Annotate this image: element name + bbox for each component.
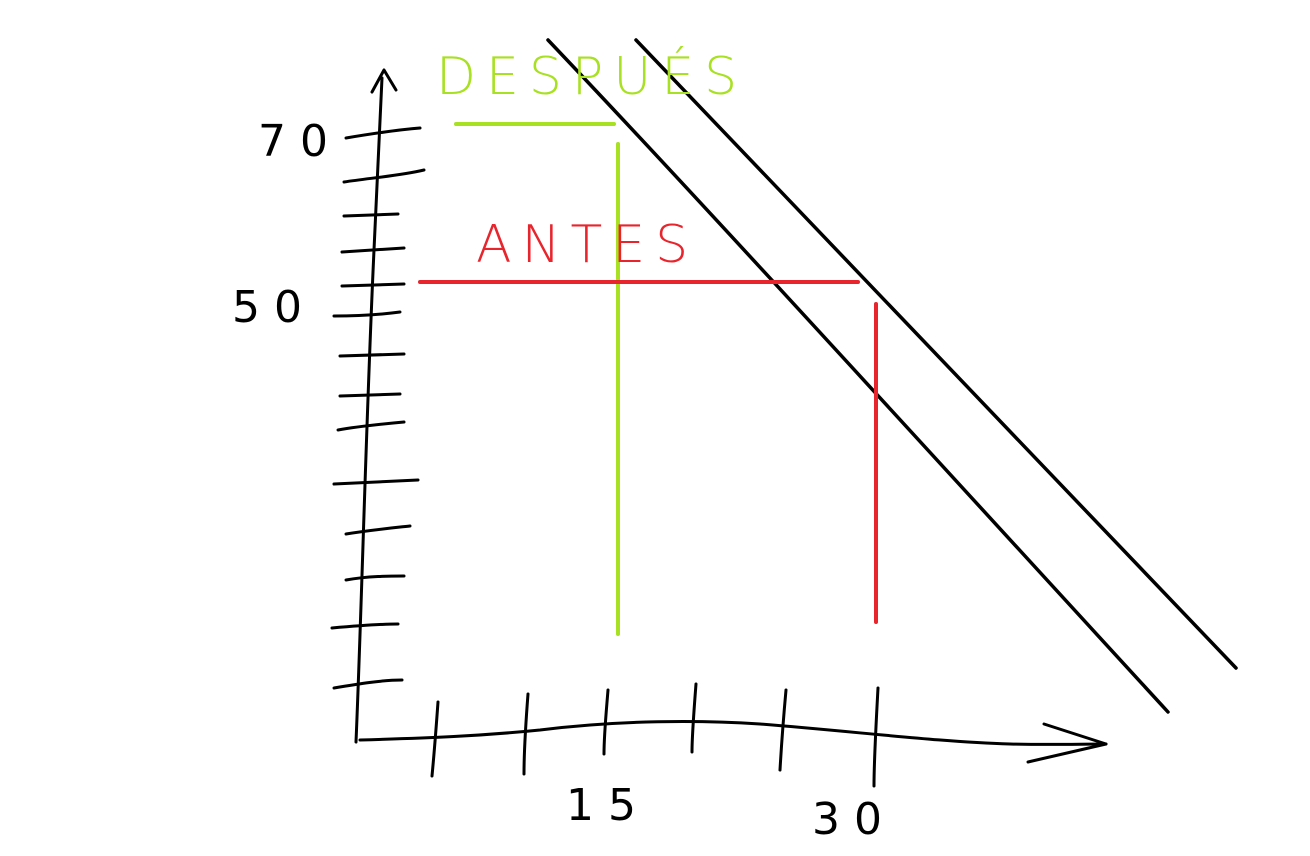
x-axis	[358, 720, 1108, 746]
y-tick	[332, 310, 402, 318]
y-tick	[332, 678, 404, 690]
y-tick	[342, 168, 426, 184]
y-label-70: 70	[258, 116, 342, 167]
y-tick	[338, 352, 406, 358]
y-tick	[344, 574, 406, 582]
x-label-30: 30	[812, 794, 896, 845]
y-tick	[340, 282, 406, 288]
x-tick	[778, 688, 788, 772]
x-tick	[602, 688, 610, 756]
y-tick	[330, 622, 400, 630]
x-axis-ticks	[430, 682, 880, 788]
x-axis-arrowhead	[1026, 722, 1108, 764]
diagonal-line-outer	[634, 38, 1238, 670]
y-tick	[344, 126, 422, 140]
y-axis-ticks	[330, 126, 426, 690]
y-tick	[336, 420, 406, 432]
diagonal-line-inner	[546, 38, 1170, 714]
y-tick	[338, 392, 402, 398]
x-tick	[690, 682, 698, 754]
y-label-50: 50	[232, 282, 316, 333]
y-axis-arrowhead	[370, 68, 398, 94]
x-tick	[430, 700, 440, 778]
y-tick	[340, 246, 406, 254]
y-tick	[342, 212, 400, 218]
y-tick	[332, 478, 420, 486]
despues-label: DESPUÉS	[436, 46, 747, 107]
y-axis	[354, 76, 384, 744]
x-tick	[872, 686, 880, 788]
y-tick	[344, 524, 412, 536]
antes-label: ANTES	[476, 215, 698, 275]
x-label-15: 15	[566, 780, 650, 831]
x-tick	[522, 692, 530, 776]
